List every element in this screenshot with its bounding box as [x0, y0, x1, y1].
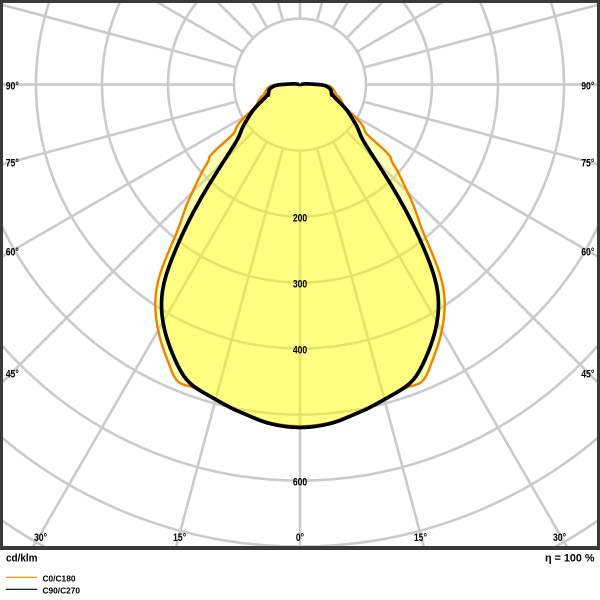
svg-text:90°: 90°: [581, 80, 594, 92]
svg-text:C0/C180: C0/C180: [43, 573, 76, 583]
svg-text:C90/C270: C90/C270: [43, 586, 81, 596]
svg-text:45°: 45°: [581, 368, 594, 380]
svg-text:30°: 30°: [34, 532, 47, 544]
svg-text:30°: 30°: [553, 532, 566, 544]
svg-text:600: 600: [293, 477, 307, 489]
svg-text:45°: 45°: [6, 368, 19, 380]
svg-text:60°: 60°: [6, 247, 19, 259]
svg-text:75°: 75°: [581, 158, 594, 170]
svg-text:60°: 60°: [581, 247, 594, 259]
svg-text:0°: 0°: [296, 532, 304, 544]
svg-text:75°: 75°: [6, 158, 19, 170]
svg-text:200: 200: [293, 213, 307, 225]
svg-text:15°: 15°: [414, 532, 427, 544]
svg-text:400: 400: [293, 345, 307, 357]
svg-text:cd/klm: cd/klm: [6, 553, 38, 565]
svg-text:90°: 90°: [6, 80, 19, 92]
svg-text:η = 100 %: η = 100 %: [545, 553, 595, 565]
svg-text:300: 300: [293, 279, 307, 291]
svg-text:15°: 15°: [173, 532, 186, 544]
